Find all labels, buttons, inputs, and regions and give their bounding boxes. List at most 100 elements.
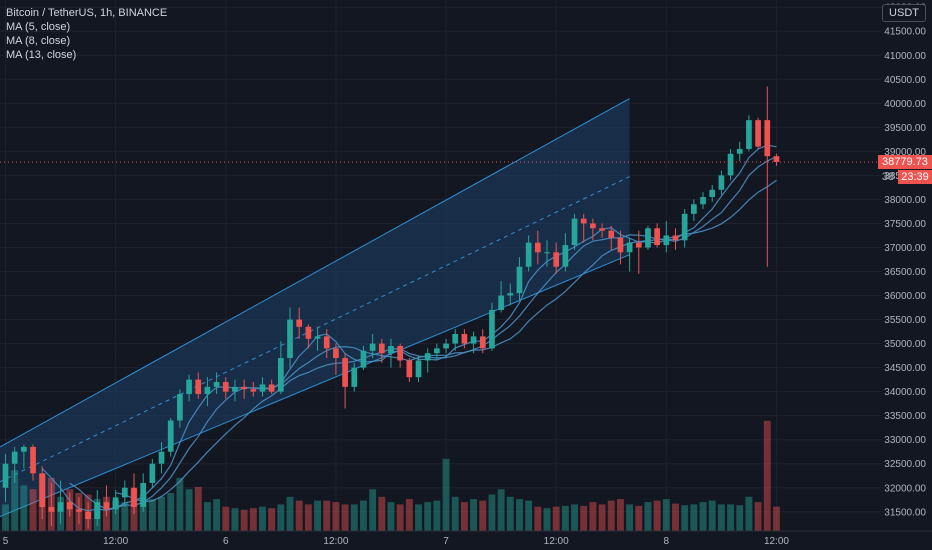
candle-body-77 [709,189,716,198]
volume-bar-71 [653,500,661,531]
volume-bar-1 [11,470,19,531]
candle-body-53 [489,309,495,349]
time-tick-label: 12:00 [764,536,789,547]
volume-bar-41 [378,496,386,531]
volume-bar-56 [516,499,523,531]
candle-body-59 [544,252,550,254]
candle-body-55 [507,293,514,296]
candle-body-20 [186,379,192,395]
volume-bar-47 [433,500,441,531]
candle-body-74 [681,213,688,241]
candle-body-36 [333,348,339,359]
volume-bar-24 [222,506,230,531]
candle-body-57 [525,242,532,267]
candle-body-9 [85,511,91,519]
volume-bar-3 [29,489,37,531]
candle-body-67 [617,237,624,253]
volume-bar-15 [139,494,147,531]
candle-body-42 [388,345,394,354]
parallel-channel[interactable] [0,98,630,518]
time-tick-label: 8 [664,536,670,547]
volume-bar-21 [194,486,202,531]
volume-bar-70 [644,502,652,531]
partial-price-label: 38 [881,170,895,183]
candle-body-28 [259,384,266,392]
volume-bar-38 [350,504,358,531]
volume-bar-30 [277,504,285,531]
candle-body-46 [424,353,431,361]
volume-bar-33 [304,504,312,531]
price-tick-label: 37500.00 [884,219,926,230]
symbol-title[interactable]: Bitcoin / TetherUS, 1h, BINANCE [6,7,168,19]
volume-bar-22 [203,502,211,531]
candle-body-75 [691,204,697,214]
candle-body-8 [76,509,82,512]
price-tick-label: 41000.00 [884,51,926,62]
candle-body-11 [103,502,110,510]
candle-body-84 [773,156,780,162]
volume-bar-46 [424,502,432,531]
candle-body-65 [599,228,605,231]
legend-ma-8[interactable]: MA (8, close) [6,35,71,47]
volume-bar-43 [396,504,404,531]
candle-body-61 [562,245,569,267]
volume-bar-31 [286,496,294,531]
volume-bar-82 [754,502,762,531]
price-tick-label: 34500.00 [884,363,926,374]
candle-body-62 [571,218,578,246]
volume-bar-79 [727,504,735,531]
volume-bar-12 [112,500,120,531]
time-tick-label: 12:00 [323,536,348,547]
candle-body-54 [498,295,504,310]
volume-bar-81 [745,496,753,531]
candle-body-48 [443,343,449,349]
volume-bar-37 [341,504,349,531]
candle-body-10 [94,502,101,519]
legend-ma-13[interactable]: MA (13, close) [6,49,77,61]
volume-bar-59 [543,508,551,531]
volume-bar-74 [681,505,689,531]
price-axis[interactable]: 31500.00 32000.00 32500.00 33000.00 33500.00… [884,3,926,519]
volume-bar-73 [672,503,679,531]
candle-body-56 [516,266,523,294]
volume-bar-25 [231,508,239,531]
candle-body-30 [277,358,284,392]
candle-body-25 [232,386,238,392]
candle-body-16 [149,463,156,483]
volume-bar-0 [2,504,9,531]
candle-body-82 [755,120,761,147]
candle-body-52 [479,336,486,349]
price-tick-label: 41500.00 [884,27,926,38]
candle-body-32 [296,319,303,327]
volume-bar-54 [497,489,505,531]
volume-bar-13 [121,502,129,531]
legend-ma-5[interactable]: MA (5, close) [6,21,71,33]
time-axis[interactable]: 5 12:00 6 12:00 7 12:00 8 12:00 [0,530,932,547]
candle-body-37 [342,358,348,387]
volume-bar-16 [148,499,156,531]
ma-line-5 [41,144,777,512]
price-tick-label: 37000.00 [884,243,926,254]
price-tick-label: 40500.00 [884,75,926,86]
volume-bar-64 [589,502,597,531]
candle-body-23 [213,382,220,387]
volume-bar-19 [176,477,184,531]
volume-bar-75 [690,504,698,531]
candle-body-33 [305,326,312,339]
candle-body-12 [112,497,119,510]
volume-bar-61 [561,505,569,531]
volume-bar-58 [534,506,542,531]
candle-body-21 [195,379,202,395]
candle-body-76 [700,197,706,205]
currency-badge[interactable]: USDT [882,4,926,22]
candle-body-5 [48,506,55,512]
candle-body-81 [746,120,752,149]
time-tick-label: 12:00 [544,536,569,547]
volume-bar-44 [405,499,413,531]
candle-body-43 [397,345,404,361]
volume-bar-51 [470,499,478,531]
candle-body-4 [39,473,46,507]
time-tick-label: 7 [443,536,449,547]
